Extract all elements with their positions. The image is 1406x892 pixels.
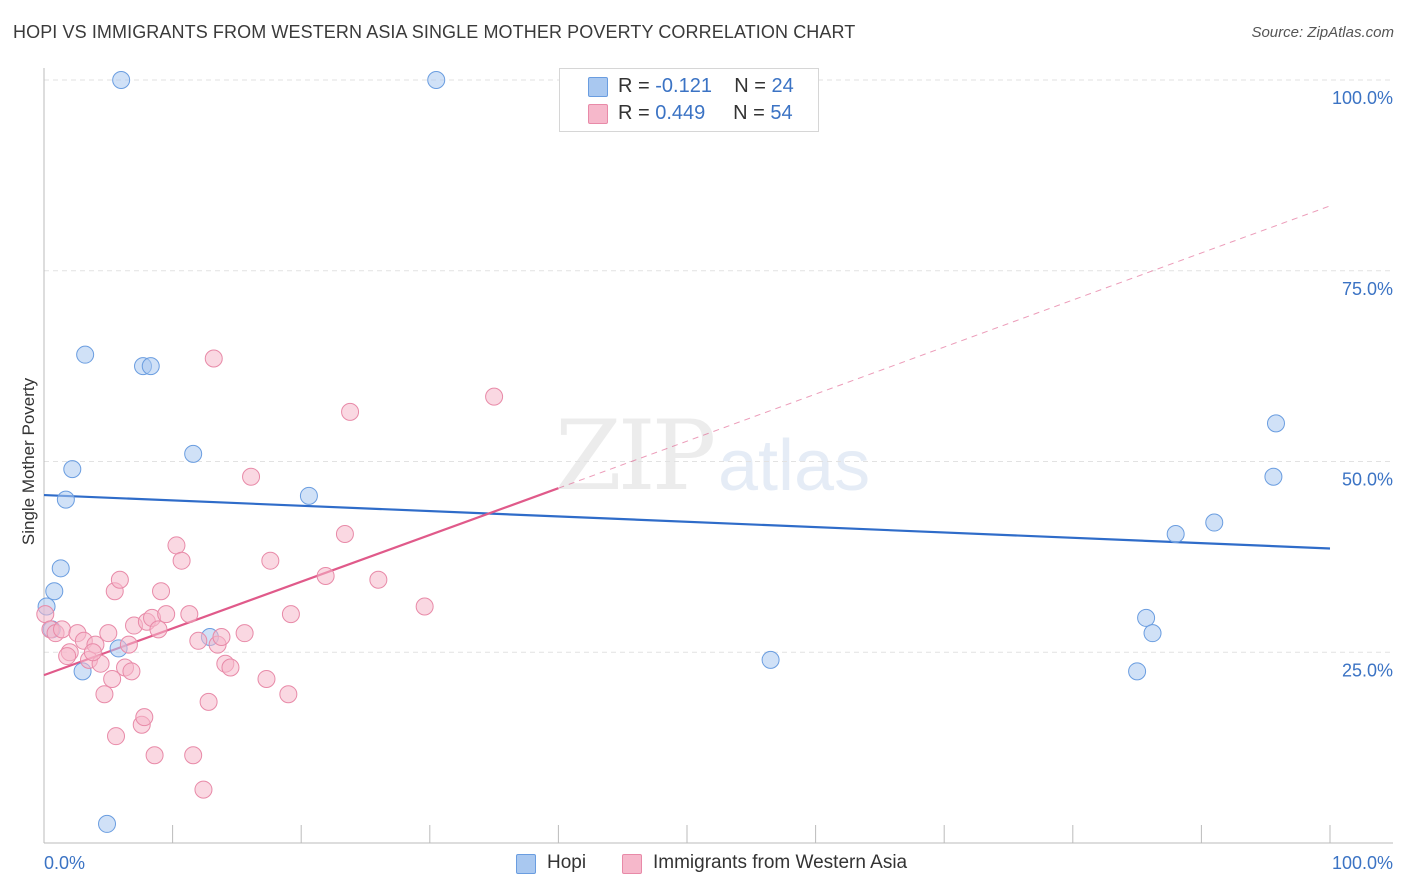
bottom-legend-swatch-hopi: [516, 854, 536, 874]
point-hopi: [63, 460, 82, 479]
point-immigrants: [335, 524, 354, 543]
point-hopi: [76, 345, 95, 364]
point-hopi: [45, 582, 64, 601]
point-immigrants: [110, 570, 129, 589]
point-hopi: [299, 486, 318, 505]
point-immigrants: [152, 582, 171, 601]
trend-line-hopi: [43, 493, 1331, 550]
point-immigrants: [95, 685, 114, 704]
point-immigrants: [257, 669, 276, 688]
chart-title: HOPI VS IMMIGRANTS FROM WESTERN ASIA SIN…: [13, 22, 856, 42]
point-immigrants: [180, 605, 199, 624]
legend-swatch-hopi: [588, 77, 608, 97]
point-immigrants: [316, 566, 335, 585]
point-hopi: [761, 650, 780, 669]
point-immigrants: [369, 570, 388, 589]
watermark-atlas: atlas: [718, 426, 871, 506]
point-hopi: [56, 490, 75, 509]
grid-lines: [44, 79, 1393, 653]
point-immigrants: [279, 685, 298, 704]
point-immigrants: [172, 551, 191, 570]
point-hopi: [112, 71, 131, 89]
x-tick-label: 0.0%: [44, 853, 85, 873]
point-immigrants: [235, 624, 254, 643]
bottom-legend-swatch-immigrants: [622, 854, 642, 874]
point-immigrants: [212, 627, 231, 646]
point-immigrants: [122, 662, 141, 681]
point-immigrants: [242, 467, 261, 486]
point-hopi: [1137, 608, 1156, 627]
point-immigrants: [36, 605, 55, 624]
y-tick-label: 75.0%: [1342, 279, 1393, 299]
point-immigrants: [58, 647, 77, 666]
point-hopi: [1205, 513, 1224, 532]
y-tick-label: 100.0%: [1332, 88, 1393, 108]
point-immigrants: [415, 597, 434, 616]
point-immigrants: [149, 620, 168, 639]
point-hopi: [141, 357, 160, 376]
bottom-legend-label-immigrants: Immigrants from Western Asia: [653, 852, 908, 873]
point-hopi: [1128, 662, 1147, 681]
y-tick-label: 50.0%: [1342, 470, 1393, 490]
watermark-zip: ZIP: [555, 400, 716, 512]
point-immigrants: [341, 402, 360, 421]
legend-text-immigrants: R = 0.449 N = 54: [618, 102, 793, 124]
axis-labels: 25.0% 50.0% 75.0% 100.0% 0.0% 100.0% Single Mo…: [19, 88, 1393, 873]
trend-line-immigrants-extension: [558, 205, 1331, 489]
y-tick-label: 25.0%: [1342, 660, 1393, 680]
point-immigrants: [194, 780, 213, 799]
point-immigrants: [107, 727, 126, 746]
point-immigrants: [167, 536, 186, 555]
point-hopi: [184, 444, 203, 463]
point-immigrants: [119, 635, 138, 654]
point-immigrants: [281, 605, 300, 624]
correlation-legend: R = -0.121 N = 24 R = 0.449 N = 54: [559, 68, 819, 132]
point-immigrants: [135, 708, 154, 727]
point-hopi: [98, 814, 117, 833]
point-immigrants: [199, 692, 218, 711]
bottom-legend-label-hopi: Hopi: [547, 852, 587, 873]
point-immigrants: [157, 605, 176, 624]
y-axis-label: Single Mother Poverty: [19, 377, 38, 545]
point-immigrants: [189, 631, 208, 650]
point-hopi: [1143, 624, 1162, 643]
point-immigrants: [485, 387, 504, 406]
point-hopi: [1264, 467, 1283, 486]
point-immigrants: [53, 620, 72, 639]
legend-swatch-immigrants: [588, 104, 608, 124]
point-immigrants: [184, 746, 203, 765]
point-hopi: [427, 71, 446, 89]
point-hopi: [1266, 414, 1285, 433]
legend-text-hopi: R = -0.121 N = 24: [618, 75, 794, 97]
point-immigrants: [103, 669, 122, 688]
trend-lines: [43, 205, 1331, 677]
x-tick-label: 100.0%: [1332, 853, 1393, 873]
point-immigrants: [221, 658, 240, 677]
source-label: Source: ZipAtlas.com: [1251, 24, 1394, 41]
point-immigrants: [83, 643, 102, 662]
point-immigrants: [99, 624, 118, 643]
point-immigrants: [204, 349, 223, 368]
axes: [43, 68, 1393, 844]
point-hopi: [1166, 524, 1185, 543]
point-immigrants: [145, 746, 164, 765]
point-immigrants: [261, 551, 280, 570]
data-points: [36, 71, 1285, 833]
point-hopi: [51, 559, 70, 578]
